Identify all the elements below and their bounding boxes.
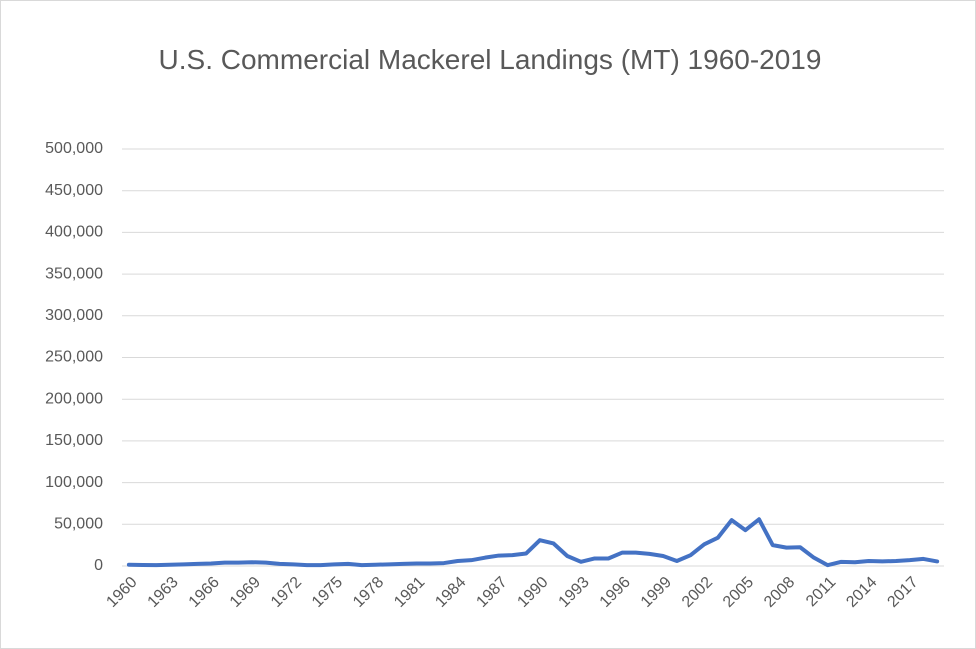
y-tick-label: 400,000 [45, 224, 103, 241]
y-tick-label: 200,000 [45, 390, 103, 407]
x-tick-label: 2014 [843, 574, 880, 611]
x-tick-label: 1975 [309, 574, 346, 611]
y-tick-label: 50,000 [54, 516, 103, 533]
y-tick-label: 450,000 [45, 182, 103, 199]
y-tick-label: 250,000 [45, 349, 103, 366]
x-tick-label: 1978 [350, 574, 387, 611]
x-tick-label: 1993 [556, 574, 593, 611]
x-tick-label: 1996 [597, 574, 634, 611]
data-line [126, 517, 940, 568]
x-tick-label: 1969 [227, 574, 264, 611]
chart-title: U.S. Commercial Mackerel Landings (MT) 1… [158, 44, 822, 75]
y-tick-label: 500,000 [45, 140, 103, 157]
x-tick-label: 1972 [268, 574, 305, 611]
x-tick-label: 1966 [186, 574, 223, 611]
y-tick-label: 300,000 [45, 307, 103, 324]
x-tick-label: 1981 [391, 574, 428, 611]
y-tick-label: 0 [94, 557, 103, 574]
x-tick-label: 1987 [473, 574, 510, 611]
x-tick-label: 1990 [514, 574, 551, 611]
x-tick-label: 1960 [103, 574, 140, 611]
y-tick-label: 150,000 [45, 432, 103, 449]
y-tick-label: 100,000 [45, 474, 103, 491]
x-tick-label: 1984 [432, 574, 469, 611]
x-tick-label: 2017 [884, 574, 921, 611]
x-tick-label: 1999 [638, 574, 675, 611]
x-tick-label: 2008 [761, 574, 798, 611]
x-tick-label: 2002 [679, 574, 716, 611]
x-tick-label: 2005 [720, 574, 757, 611]
x-tick-label: 1963 [145, 574, 182, 611]
x-tick-label: 2011 [803, 574, 839, 610]
y-tick-label: 350,000 [45, 265, 103, 282]
